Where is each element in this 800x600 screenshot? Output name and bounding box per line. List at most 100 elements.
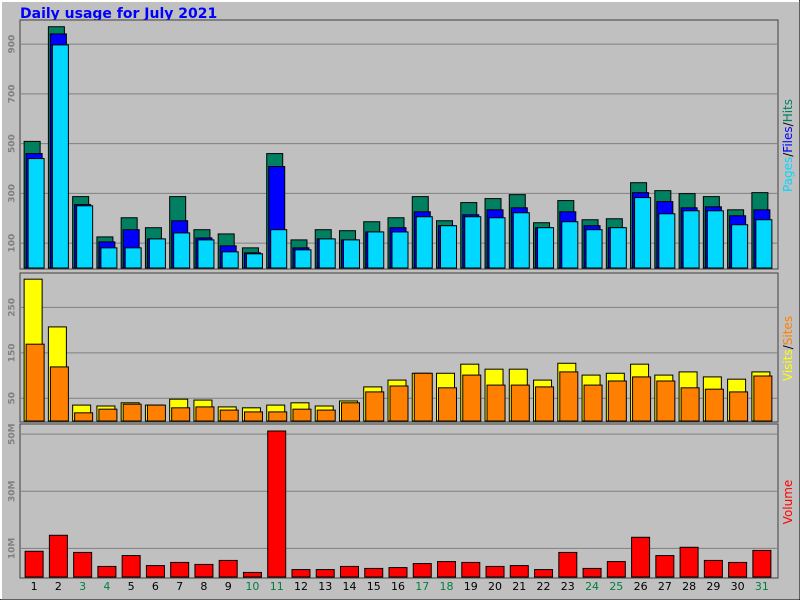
bar [703,559,723,578]
legend-entry: Pages [781,157,795,192]
y-tick-label: 50 [8,392,18,405]
y-tick-label: 30M [8,481,18,503]
bar [146,404,166,422]
bar [583,384,603,422]
bar [148,238,166,269]
bar [753,375,773,422]
bar [561,221,579,269]
x-tick-label: 17 [415,580,429,593]
x-tick-label: 29 [706,580,720,593]
bar [634,197,652,269]
bar [728,561,748,578]
bar [97,565,117,578]
x-tick-label: 15 [367,580,381,593]
y-tick-label: 10M [8,538,18,560]
legend-entry: Hits [781,99,795,122]
bar [219,409,239,422]
bar [51,44,69,269]
bar [485,565,505,578]
bar [218,559,238,578]
x-tick-label: 12 [294,580,308,593]
x-tick-label: 2 [55,580,62,593]
y-tick-label: 150 [8,343,18,362]
bar [48,534,68,578]
bar [342,239,360,269]
legend-entry: Volume [781,480,795,525]
bar [464,216,482,269]
bar [24,550,44,578]
bar [173,232,191,269]
bar [195,406,215,422]
chart-title: Daily usage for July 2021 [20,6,217,22]
bar [389,385,409,422]
bar [292,408,312,422]
bar [122,403,142,422]
x-tick-label: 19 [464,580,478,593]
y-tick-label: 700 [8,84,18,103]
bar [315,569,335,578]
bar [27,158,45,269]
x-tick-label: 8 [200,580,207,593]
bar [242,571,262,578]
bar [512,212,530,269]
bar [755,219,773,269]
bar [364,567,384,578]
x-tick-label: 27 [658,580,672,593]
y-tick-label: 100 [8,234,18,253]
x-tick-label: 21 [512,580,526,593]
y-tick-label: 900 [8,35,18,54]
bar [437,561,457,578]
bar [413,372,433,422]
legend-separator: / [781,344,795,349]
legend: Pages/Files/Hits [781,99,795,192]
bar [438,387,458,422]
y-tick-label: 500 [8,134,18,153]
bar [537,227,555,269]
bar [632,376,652,422]
bar [121,555,141,578]
x-tick-label: 20 [488,580,502,593]
bar [194,563,214,578]
x-tick-label: 26 [634,580,648,593]
bar [318,238,336,269]
bar [462,374,482,422]
bar [340,402,360,422]
x-tick-label: 4 [103,580,110,593]
bar [680,387,700,422]
bar [631,536,651,578]
bar [415,216,433,269]
x-tick-label: 28 [682,580,696,593]
legend-separator: / [781,152,795,157]
bar [704,388,724,422]
x-tick-label: 24 [585,580,599,593]
bar [486,384,506,422]
bar [25,343,45,422]
bar [145,565,165,578]
x-tick-label: 10 [245,580,259,593]
bar [585,229,603,269]
x-tick-label: 5 [128,580,135,593]
bar [509,565,529,578]
bar [49,366,69,422]
y-tick-label: 300 [8,184,18,203]
bar [412,563,432,578]
bar [658,213,676,269]
bar [606,561,626,578]
bar [170,561,190,578]
legend-entry: Sites [781,316,795,345]
bar [73,551,93,578]
bar [221,251,239,269]
bar [706,210,724,269]
x-tick-label: 7 [176,580,183,593]
bar [365,391,385,422]
bar [731,224,749,269]
bar [679,546,699,578]
bar [98,408,118,422]
x-tick-label: 25 [609,580,623,593]
bar [752,549,772,578]
bar [245,253,263,269]
bar [267,430,287,578]
bar [609,227,627,269]
bar [558,551,578,578]
